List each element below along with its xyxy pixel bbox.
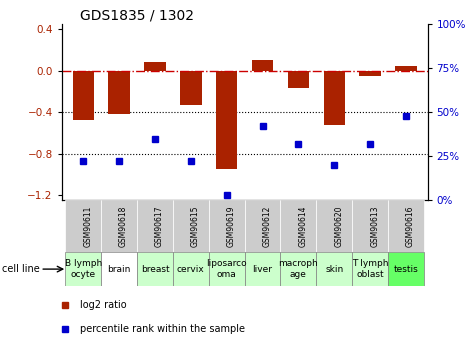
Bar: [323, 71, 345, 125]
Bar: [388, 200, 424, 252]
Text: GSM90612: GSM90612: [263, 205, 272, 247]
Text: log2 ratio: log2 ratio: [80, 300, 127, 310]
Text: GDS1835 / 1302: GDS1835 / 1302: [80, 9, 194, 23]
Bar: [280, 252, 316, 286]
Text: GSM90616: GSM90616: [406, 205, 415, 247]
Bar: [144, 62, 166, 71]
Bar: [360, 71, 381, 76]
Text: GSM90619: GSM90619: [227, 205, 236, 247]
Bar: [288, 71, 309, 88]
Text: cervix: cervix: [177, 265, 205, 274]
Bar: [395, 66, 417, 71]
Bar: [66, 252, 101, 286]
Text: GSM90620: GSM90620: [334, 205, 343, 247]
Text: GSM90611: GSM90611: [83, 205, 92, 247]
Bar: [280, 200, 316, 252]
Bar: [173, 252, 209, 286]
Bar: [209, 200, 245, 252]
Text: macroph
age: macroph age: [278, 259, 318, 279]
Text: skin: skin: [325, 265, 343, 274]
Text: cell line: cell line: [2, 264, 40, 274]
Text: T lymph
oblast: T lymph oblast: [352, 259, 389, 279]
Text: breast: breast: [141, 265, 169, 274]
Bar: [101, 252, 137, 286]
Text: liposarco
oma: liposarco oma: [206, 259, 247, 279]
Text: brain: brain: [107, 265, 131, 274]
Bar: [352, 200, 388, 252]
Bar: [209, 252, 245, 286]
Text: GSM90618: GSM90618: [119, 205, 128, 247]
Bar: [137, 252, 173, 286]
Bar: [101, 200, 137, 252]
Bar: [216, 71, 238, 169]
Bar: [245, 252, 280, 286]
Text: GSM90617: GSM90617: [155, 205, 164, 247]
Bar: [173, 200, 209, 252]
Bar: [252, 60, 273, 71]
Bar: [108, 71, 130, 114]
Bar: [73, 71, 94, 120]
Text: B lymph
ocyte: B lymph ocyte: [65, 259, 102, 279]
Bar: [316, 200, 352, 252]
Bar: [180, 71, 201, 105]
Text: testis: testis: [394, 265, 418, 274]
Text: GSM90614: GSM90614: [298, 205, 307, 247]
Text: GSM90615: GSM90615: [191, 205, 200, 247]
Bar: [137, 200, 173, 252]
Text: liver: liver: [253, 265, 273, 274]
Bar: [388, 252, 424, 286]
Bar: [66, 200, 101, 252]
Text: percentile rank within the sample: percentile rank within the sample: [80, 325, 245, 334]
Bar: [316, 252, 352, 286]
Bar: [352, 252, 388, 286]
Bar: [245, 200, 280, 252]
Text: GSM90613: GSM90613: [370, 205, 379, 247]
